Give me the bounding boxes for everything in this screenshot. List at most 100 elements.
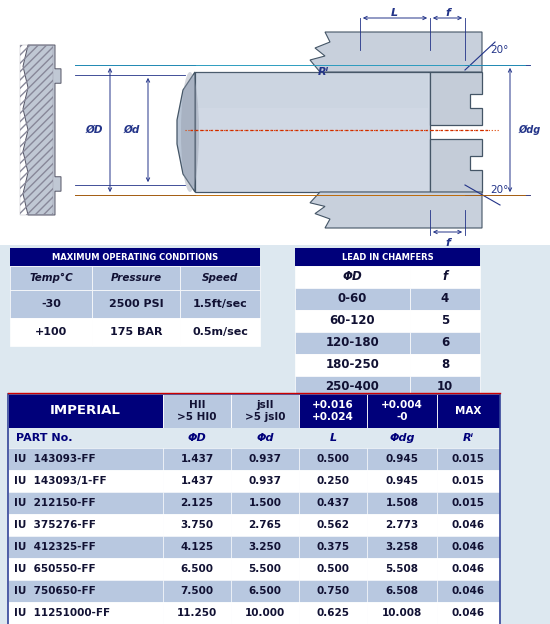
Bar: [8, 448, 163, 470]
Polygon shape: [310, 32, 482, 72]
Text: 5.508: 5.508: [386, 564, 419, 574]
Bar: [410, 310, 480, 332]
Bar: [163, 448, 231, 470]
Bar: [295, 248, 480, 266]
Bar: [295, 354, 410, 376]
Text: f: f: [442, 270, 448, 283]
Text: IMPERIAL: IMPERIAL: [50, 404, 121, 417]
Bar: [299, 514, 367, 536]
Bar: [299, 470, 367, 492]
Bar: [197, 104, 428, 106]
Text: 3.258: 3.258: [386, 542, 419, 552]
Text: +0.004
-0: +0.004 -0: [381, 400, 423, 422]
Bar: [437, 428, 500, 448]
Text: 120-180: 120-180: [326, 336, 379, 349]
Bar: [410, 354, 480, 376]
Bar: [197, 78, 428, 80]
Bar: [180, 290, 260, 318]
Polygon shape: [23, 45, 61, 215]
Bar: [295, 332, 410, 354]
Text: 1.437: 1.437: [180, 476, 213, 486]
Bar: [197, 100, 428, 102]
Text: 3.750: 3.750: [180, 520, 213, 530]
Bar: [437, 470, 500, 492]
Text: 1.508: 1.508: [386, 498, 419, 508]
Bar: [437, 448, 500, 470]
Text: IU  143093-FF: IU 143093-FF: [14, 454, 96, 464]
Text: 5: 5: [441, 314, 449, 328]
Bar: [163, 514, 231, 536]
Bar: [10, 318, 92, 346]
Polygon shape: [310, 192, 482, 228]
Text: 0.750: 0.750: [316, 586, 350, 596]
Bar: [410, 376, 480, 398]
Text: 0.046: 0.046: [452, 586, 485, 596]
Text: Ød: Ød: [124, 125, 140, 135]
Bar: [197, 94, 428, 96]
Bar: [180, 318, 260, 346]
Text: Φd: Φd: [256, 433, 274, 443]
Text: Ødg: Ødg: [518, 125, 540, 135]
Bar: [10, 290, 92, 318]
Bar: [410, 266, 480, 288]
Text: Pressure: Pressure: [111, 273, 162, 283]
Bar: [197, 102, 428, 104]
Text: 10.000: 10.000: [245, 608, 285, 618]
Bar: [197, 72, 428, 74]
Bar: [367, 536, 437, 558]
Text: 0.046: 0.046: [452, 520, 485, 530]
Text: 180-250: 180-250: [326, 359, 379, 371]
Bar: [410, 288, 480, 310]
Bar: [231, 558, 299, 580]
Bar: [197, 88, 428, 90]
Text: 0.015: 0.015: [452, 498, 485, 508]
Text: Rⁱ: Rⁱ: [463, 433, 474, 443]
Text: 6.500: 6.500: [180, 564, 213, 574]
Bar: [163, 394, 231, 428]
Text: IU  143093/1-FF: IU 143093/1-FF: [14, 476, 107, 486]
Bar: [367, 602, 437, 624]
Bar: [197, 98, 428, 100]
Text: 0.437: 0.437: [316, 498, 350, 508]
Bar: [295, 288, 410, 310]
Bar: [299, 536, 367, 558]
Text: 7.500: 7.500: [180, 586, 213, 596]
Bar: [163, 428, 231, 448]
Bar: [195, 72, 430, 192]
Bar: [197, 74, 428, 76]
Bar: [299, 558, 367, 580]
Text: f: f: [446, 238, 450, 248]
Text: IU  750650-FF: IU 750650-FF: [14, 586, 96, 596]
Text: IU  212150-FF: IU 212150-FF: [14, 498, 96, 508]
Bar: [180, 266, 260, 290]
Bar: [367, 514, 437, 536]
Text: L: L: [329, 433, 337, 443]
Text: 0.046: 0.046: [452, 608, 485, 618]
Bar: [437, 514, 500, 536]
Text: 0.500: 0.500: [316, 454, 349, 464]
Text: jsII
>5 jsI0: jsII >5 jsI0: [245, 400, 285, 422]
Text: 0.625: 0.625: [316, 608, 349, 618]
Bar: [367, 580, 437, 602]
Bar: [437, 492, 500, 514]
Bar: [367, 558, 437, 580]
Bar: [367, 394, 437, 428]
Text: IU  11251000-FF: IU 11251000-FF: [14, 608, 110, 618]
Text: Temp°C: Temp°C: [29, 273, 73, 283]
Text: 250-400: 250-400: [326, 381, 379, 394]
Text: 2.773: 2.773: [386, 520, 419, 530]
Text: 2.765: 2.765: [249, 520, 282, 530]
Bar: [92, 266, 180, 290]
Text: ΦD: ΦD: [188, 433, 206, 443]
Bar: [231, 448, 299, 470]
Text: 10: 10: [437, 381, 453, 394]
Text: 0.945: 0.945: [386, 454, 419, 464]
Bar: [10, 266, 92, 290]
Text: 8: 8: [441, 359, 449, 371]
Bar: [367, 448, 437, 470]
Text: 4: 4: [441, 293, 449, 306]
Bar: [8, 394, 163, 428]
Text: 2.125: 2.125: [180, 498, 213, 508]
Bar: [231, 580, 299, 602]
Text: IU  650550-FF: IU 650550-FF: [14, 564, 96, 574]
